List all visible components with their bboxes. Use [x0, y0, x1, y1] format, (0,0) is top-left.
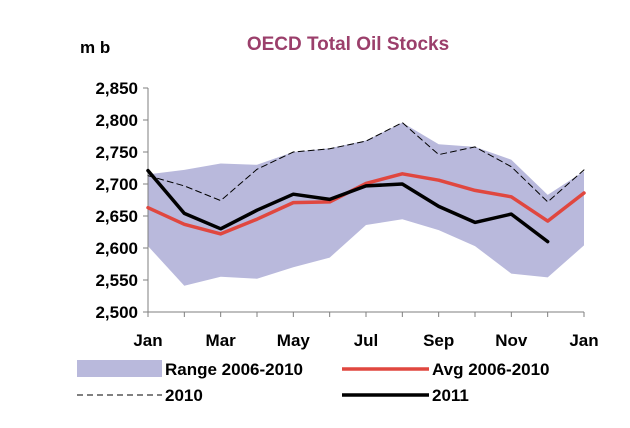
legend: Range 2006-2010 Avg 2006-2010 2010 2011 [77, 360, 550, 405]
legend-label-range: Range 2006-2010 [165, 360, 303, 379]
legend-swatch-range [77, 360, 162, 377]
x-tick-label: May [277, 331, 311, 350]
x-tick-label: Jul [354, 331, 379, 350]
y-tick-label: 2,700 [95, 175, 138, 194]
y-tick-label: 2,750 [95, 143, 138, 162]
x-tick-label: Mar [206, 331, 237, 350]
y-axis-unit-label: m b [80, 38, 110, 57]
series-avg-line [146, 172, 586, 236]
series-range-band [148, 122, 584, 286]
x-tick-label: Jan [133, 331, 162, 350]
chart-title: OECD Total Oil Stocks [247, 34, 449, 55]
y-tick-label: 2,800 [95, 111, 138, 130]
legend-label-avg: Avg 2006-2010 [432, 360, 550, 379]
y-tick-label: 2,650 [95, 207, 138, 226]
plot-area: 2,500 2,550 2,600 2,650 2,700 2,750 2,800 2,850… [95, 79, 598, 350]
y-tick-label: 2,550 [95, 271, 138, 290]
legend-label-2010: 2010 [165, 386, 203, 405]
series-2011-line [146, 168, 550, 244]
x-tick-label: Sep [423, 331, 454, 350]
x-tick-label: Jan [569, 331, 598, 350]
y-tick-label: 2,500 [95, 303, 138, 322]
x-tick-label: Nov [495, 331, 528, 350]
y-tick-label: 2,600 [95, 239, 138, 258]
y-tick-label: 2,850 [95, 79, 138, 98]
series-2010-line [147, 122, 585, 203]
legend-label-2011: 2011 [432, 386, 469, 405]
